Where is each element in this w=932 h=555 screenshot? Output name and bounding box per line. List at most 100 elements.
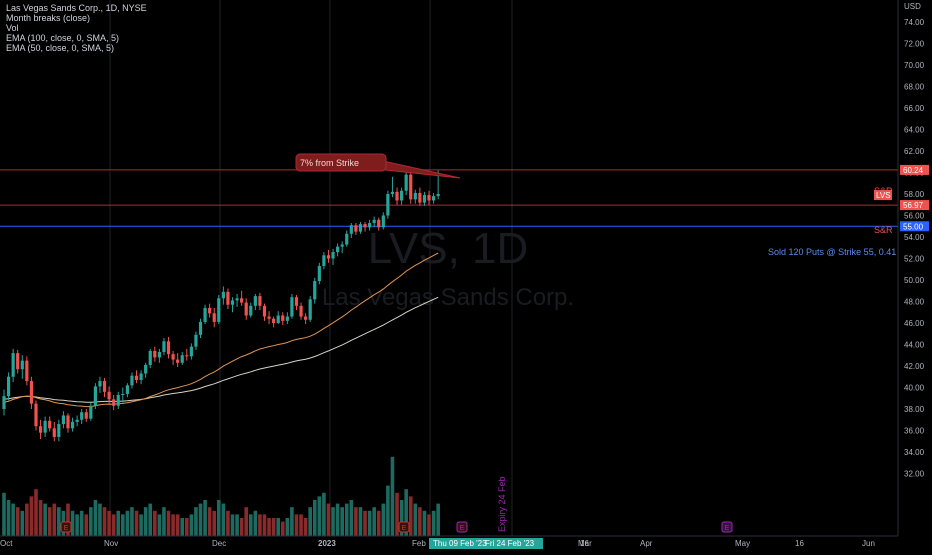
candle[interactable] xyxy=(358,224,363,232)
candle[interactable] xyxy=(98,381,102,387)
candle[interactable] xyxy=(372,219,376,224)
candle[interactable] xyxy=(66,415,70,429)
candle[interactable] xyxy=(52,428,56,437)
candle[interactable] xyxy=(194,334,198,347)
candle[interactable] xyxy=(262,305,267,317)
candle[interactable] xyxy=(198,321,203,335)
candle[interactable] xyxy=(148,350,152,365)
callout-box[interactable] xyxy=(295,153,387,172)
candle[interactable] xyxy=(290,297,294,317)
candle[interactable] xyxy=(185,355,189,357)
candle[interactable] xyxy=(431,196,436,201)
candle[interactable] xyxy=(377,219,381,228)
candle[interactable] xyxy=(326,255,331,259)
candle[interactable] xyxy=(317,266,321,282)
candle[interactable] xyxy=(16,353,20,370)
candle[interactable] xyxy=(80,412,84,420)
legend-month-breaks[interactable]: Month breaks (close) xyxy=(6,13,91,23)
candle[interactable] xyxy=(354,225,358,232)
candle[interactable] xyxy=(253,296,257,306)
candle[interactable] xyxy=(235,298,239,301)
candle[interactable] xyxy=(340,244,344,247)
candle[interactable] xyxy=(258,296,262,306)
candle[interactable] xyxy=(427,195,431,201)
candle[interactable] xyxy=(230,300,235,305)
candle[interactable] xyxy=(116,395,120,406)
candle[interactable] xyxy=(162,341,166,353)
candle[interactable] xyxy=(226,291,230,305)
candle[interactable] xyxy=(189,346,193,357)
candle[interactable] xyxy=(368,223,372,228)
candle[interactable] xyxy=(418,192,422,203)
candle[interactable] xyxy=(436,194,440,197)
candle[interactable] xyxy=(157,352,161,358)
candle[interactable] xyxy=(395,191,399,201)
candle[interactable] xyxy=(61,415,66,425)
candle[interactable] xyxy=(57,424,61,437)
earnings-event-marker[interactable] xyxy=(60,521,72,533)
candle[interactable] xyxy=(267,316,271,319)
candle[interactable] xyxy=(34,403,38,427)
candle[interactable] xyxy=(272,318,276,323)
candle[interactable] xyxy=(48,420,52,429)
candle[interactable] xyxy=(89,405,93,419)
candle[interactable] xyxy=(176,359,180,363)
candle[interactable] xyxy=(322,255,326,267)
candle[interactable] xyxy=(413,192,417,200)
candle[interactable] xyxy=(75,419,79,422)
candle[interactable] xyxy=(240,298,244,303)
earnings-event-marker[interactable] xyxy=(456,521,468,533)
candle[interactable] xyxy=(308,299,312,320)
candle[interactable] xyxy=(125,385,129,394)
candle[interactable] xyxy=(84,412,88,419)
candle[interactable] xyxy=(212,313,216,322)
candle[interactable] xyxy=(43,420,47,433)
candle[interactable] xyxy=(166,341,171,355)
candle[interactable] xyxy=(381,215,385,228)
candle[interactable] xyxy=(93,386,97,406)
legend-ema-50[interactable]: EMA (50, close, 0, SMA, 5) xyxy=(6,43,115,53)
candle[interactable] xyxy=(139,373,143,380)
legend-ema-100[interactable]: EMA (100, close, 0, SMA, 5) xyxy=(6,33,120,43)
candle[interactable] xyxy=(313,281,317,300)
candle[interactable] xyxy=(29,381,34,404)
candle[interactable] xyxy=(217,298,221,322)
candle[interactable] xyxy=(281,315,285,321)
candle[interactable] xyxy=(208,307,212,314)
candle[interactable] xyxy=(349,225,353,234)
candle[interactable] xyxy=(409,174,413,200)
candle[interactable] xyxy=(6,376,11,397)
candle[interactable] xyxy=(345,233,349,245)
candle[interactable] xyxy=(304,316,308,320)
candle[interactable] xyxy=(422,195,427,203)
candle[interactable] xyxy=(134,375,139,380)
candle[interactable] xyxy=(390,191,395,194)
candle[interactable] xyxy=(203,307,207,322)
candle[interactable] xyxy=(386,194,390,216)
earnings-event-marker[interactable] xyxy=(721,521,733,533)
candle[interactable] xyxy=(121,393,125,396)
candle[interactable] xyxy=(102,381,107,392)
candle[interactable] xyxy=(112,399,116,406)
candle[interactable] xyxy=(363,224,367,228)
candle[interactable] xyxy=(11,353,15,377)
candle[interactable] xyxy=(299,305,303,317)
candle[interactable] xyxy=(130,375,134,386)
candle[interactable] xyxy=(294,297,299,306)
candle[interactable] xyxy=(171,354,175,360)
candle[interactable] xyxy=(2,396,6,409)
legend-volume[interactable]: Vol xyxy=(6,23,19,33)
candle[interactable] xyxy=(399,190,404,201)
candle[interactable] xyxy=(285,316,289,321)
candle[interactable] xyxy=(180,355,184,363)
candle[interactable] xyxy=(107,391,111,400)
legend-symbol[interactable]: Las Vegas Sands Corp., 1D, NYSE xyxy=(6,3,147,13)
candle[interactable] xyxy=(70,421,75,429)
candle[interactable] xyxy=(153,350,157,358)
candle[interactable] xyxy=(221,291,225,299)
candle[interactable] xyxy=(25,360,29,382)
candle[interactable] xyxy=(331,252,335,259)
candle[interactable] xyxy=(144,364,148,374)
candle[interactable] xyxy=(244,302,248,316)
